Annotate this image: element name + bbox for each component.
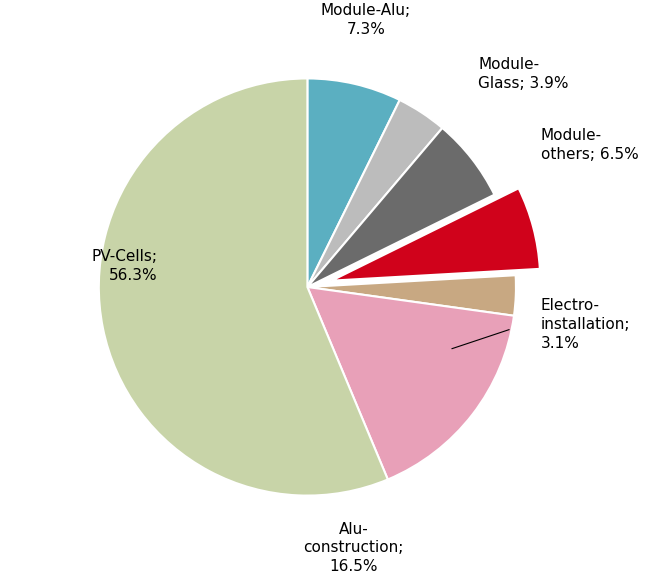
Text: PV-Cells;
56.3%: PV-Cells; 56.3% [91, 249, 157, 283]
Wedge shape [307, 287, 514, 480]
Wedge shape [307, 79, 400, 287]
Text: Module-
Glass; 3.9%: Module- Glass; 3.9% [479, 57, 569, 91]
Wedge shape [307, 275, 516, 316]
Wedge shape [307, 100, 442, 287]
Text: Module-Alu;
7.3%: Module-Alu; 7.3% [320, 3, 411, 37]
Wedge shape [332, 188, 540, 281]
Text: Electro-
installation;
3.1%: Electro- installation; 3.1% [541, 298, 630, 351]
Text: Inverter;
6.4%: Inverter; 6.4% [575, 208, 650, 241]
Wedge shape [99, 79, 388, 495]
Text: Module-
others; 6.5%: Module- others; 6.5% [541, 128, 639, 162]
Wedge shape [307, 128, 495, 287]
Text: Alu-
construction;
16.5%: Alu- construction; 16.5% [303, 521, 403, 574]
